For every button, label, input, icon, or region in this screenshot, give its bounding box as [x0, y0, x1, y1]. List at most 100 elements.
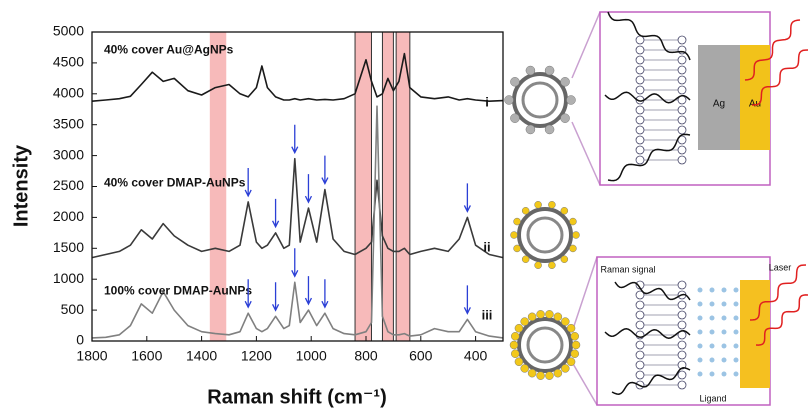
peak-arrow [291, 248, 299, 278]
highlight-band [354, 31, 372, 342]
nanoparticle [569, 244, 577, 253]
ligand [733, 357, 739, 363]
lipid-head [677, 145, 687, 155]
lipid-head [635, 370, 645, 380]
ligand [721, 315, 727, 321]
ligand [733, 315, 739, 321]
lipid-head [677, 65, 687, 75]
ligand [709, 287, 715, 293]
nanoparticle [525, 124, 536, 135]
lipid-head [677, 310, 687, 320]
nanoparticle [566, 95, 576, 105]
nanoparticle [560, 255, 569, 263]
connector [571, 11, 601, 79]
lipid-head [635, 45, 645, 55]
au-layer [740, 45, 770, 150]
peak-arrow [304, 174, 313, 204]
ligand [709, 315, 715, 321]
y-tick-label: 1500 [53, 239, 84, 255]
wave [744, 19, 801, 81]
ligand [721, 301, 727, 307]
ligand [721, 371, 727, 377]
ag-label: Ag [713, 99, 725, 110]
lipid-head [677, 155, 687, 165]
peak-arrow [271, 282, 280, 312]
nanoparticle [536, 310, 545, 319]
nanoparticle [520, 317, 529, 326]
highlight-band [209, 32, 227, 341]
connector [571, 121, 601, 186]
lipid-head [677, 125, 687, 135]
series-annotation: 40% cover Au@AgNPs [104, 43, 234, 57]
series-annotation: 100% cover DMAP-AuNPs [104, 284, 252, 298]
spectrum-line [91, 52, 504, 102]
wave [755, 294, 809, 346]
laser-label: Laser [769, 262, 792, 272]
x-tick-label: 1800 [76, 348, 107, 364]
nanoparticle [511, 349, 520, 358]
nanoparticle [545, 371, 554, 380]
series-tag: i [485, 95, 489, 110]
ligand [721, 329, 727, 335]
ag-layer [698, 45, 740, 150]
vesicle-inner [521, 81, 559, 119]
x-axis-label: Raman shift (cm⁻¹) [207, 386, 386, 408]
lipid-head [635, 105, 645, 115]
nanoparticle [544, 65, 555, 76]
y-axis-label: Intensity [10, 144, 32, 227]
y-tick-label: 1000 [53, 270, 84, 286]
ligand [721, 343, 727, 349]
peak-arrow [244, 279, 252, 309]
nanoparticle [569, 217, 577, 226]
lipid-head [677, 105, 687, 115]
wave [604, 91, 691, 104]
nanoparticle [545, 310, 554, 319]
nanoparticle [566, 357, 576, 367]
raman-signal-label: Raman signal [600, 264, 655, 274]
lipid-head [677, 370, 687, 380]
nanoparticle [570, 349, 579, 358]
series-annotation: 40% cover DMAP-AuNPs [104, 176, 246, 190]
nanoparticle [534, 261, 542, 269]
nanoparticle [548, 201, 556, 209]
nanoparticle [572, 231, 580, 239]
lipid-head [635, 35, 645, 45]
ligand [733, 371, 739, 377]
ligand [697, 329, 703, 335]
y-tick-label: 4500 [53, 54, 84, 70]
ligand [697, 315, 703, 321]
nanoparticle [521, 255, 530, 263]
peak-arrow [321, 279, 329, 309]
plot-frame [91, 31, 504, 342]
lipid-head [677, 115, 687, 125]
x-tick-label: 1600 [131, 348, 162, 364]
nanoparticle [560, 207, 569, 215]
nanoparticle [536, 371, 545, 380]
ligand [733, 287, 739, 293]
ligand [697, 287, 703, 293]
lipid-head [635, 360, 645, 370]
connector [571, 361, 598, 406]
wave [607, 133, 691, 182]
peak-arrow [291, 124, 299, 155]
lipid-head [677, 340, 687, 350]
peak-arrow [463, 183, 471, 213]
nanoparticle [513, 244, 521, 253]
x-tick-label: 400 [464, 348, 488, 364]
lipid-head [677, 55, 687, 65]
spectrum-line [91, 157, 504, 259]
nanoparticle [561, 317, 570, 326]
y-tick-label: 2500 [53, 177, 84, 193]
peak-arrow [463, 285, 471, 315]
ligand [709, 371, 715, 377]
ligand [721, 287, 727, 293]
nanoparticle [570, 332, 579, 341]
x-tick-label: 1400 [186, 348, 217, 364]
nanoparticle [553, 312, 563, 322]
ligand [733, 301, 739, 307]
lipid-head [635, 145, 645, 155]
ligand [721, 357, 727, 363]
nanoparticle [571, 340, 581, 350]
nanoparticle [510, 113, 520, 123]
